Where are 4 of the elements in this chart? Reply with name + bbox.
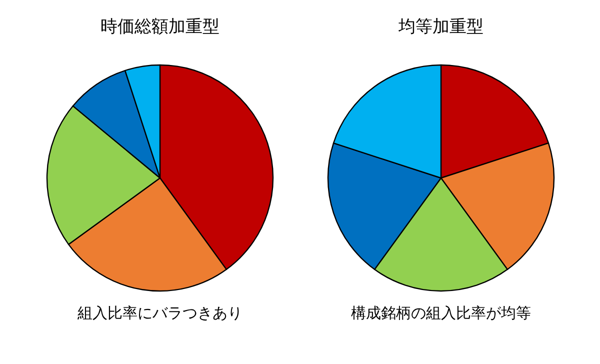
chart-title: 時価総額加重型 (100, 17, 220, 37)
text: 構成銘柄の組入比率が均等 (351, 304, 531, 322)
chart-title: 均等加重型 (398, 17, 484, 37)
text: 組入比率にバラつきあり (76, 304, 242, 322)
